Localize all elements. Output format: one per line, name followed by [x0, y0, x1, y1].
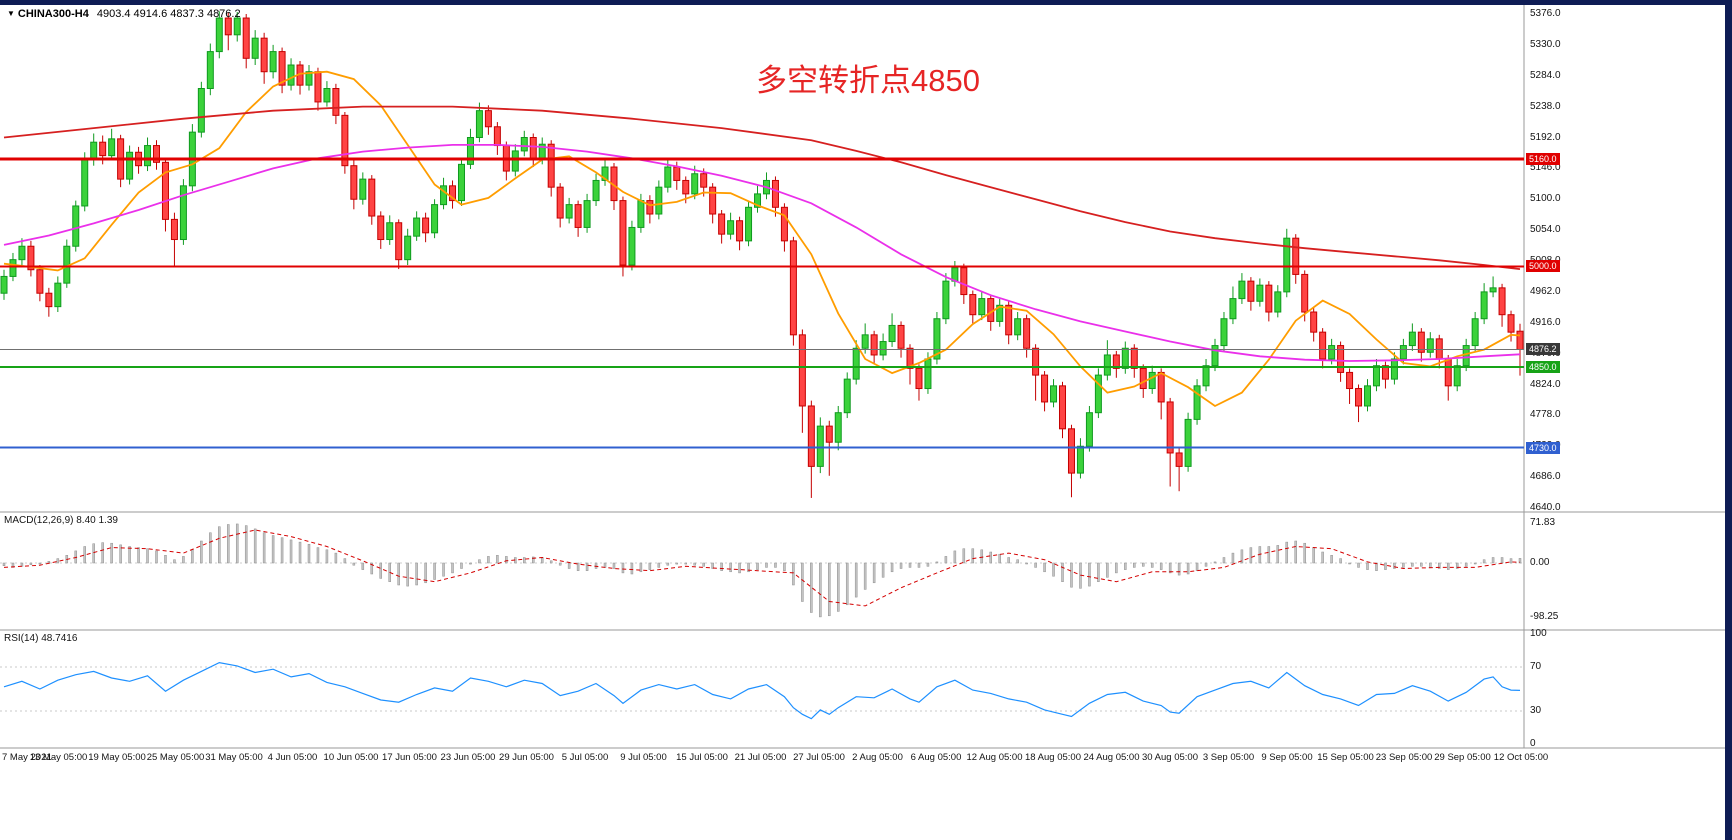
time-axis-label: 30 Aug 05:00 [1142, 752, 1198, 763]
chart-symbol: CHINA300-H4 [17, 8, 89, 20]
rsi-axis-tick: 0 [1530, 738, 1536, 749]
price-axis-tick: 5192.0 [1530, 131, 1561, 143]
time-axis-label: 23 Sep 05:00 [1375, 752, 1433, 763]
time-axis-label: 23 Jun 05:00 [440, 752, 496, 763]
price-line-label[interactable]: 4876.2 [1526, 343, 1560, 356]
rsi-axis-tick: 100 [1530, 628, 1547, 639]
time-axis-label: 5 Jul 05:00 [561, 752, 609, 763]
price-line-label[interactable]: 5000.0 [1526, 260, 1560, 273]
time-axis-label: 13 May 05:00 [29, 752, 88, 763]
time-axis-label: 29 Sep 05:00 [1434, 752, 1491, 763]
price-axis-tick: 4962.0 [1530, 285, 1561, 297]
time-axis-label: 17 Jun 05:00 [382, 752, 437, 763]
time-axis-label: 9 Sep 05:00 [1261, 752, 1313, 763]
time-axis-label: 2 Aug 05:00 [852, 752, 903, 763]
price-line-label[interactable]: 5160.0 [1526, 152, 1560, 165]
price-axis-tick: 4686.0 [1530, 471, 1561, 483]
price-axis-tick: 5146.0 [1530, 162, 1561, 174]
chart-ohlc-values: 4903.4 4914.6 4837.3 4876.2 [96, 8, 241, 20]
time-axis-label: 31 May 05:00 [205, 752, 263, 763]
time-axis-label: 15 Jul 05:00 [676, 752, 728, 763]
macd-axis-tick: 71.83 [1530, 517, 1556, 529]
macd-indicator-label: MACD(12,26,9) 8.40 1.39 [4, 515, 118, 526]
price-axis-tick: 5238.0 [1530, 100, 1561, 112]
time-axis-label: 6 Aug 05:00 [910, 752, 962, 763]
time-axis-label: 4 Jun 05:00 [267, 752, 318, 763]
price-line-label[interactable]: 4730.0 [1526, 441, 1560, 454]
window-border-right [1725, 0, 1732, 840]
time-axis-label: 12 Aug 05:00 [966, 752, 1023, 763]
chart-title: ▼ CHINA300-H4 4903.4 4914.6 4837.3 4876.2 [7, 8, 241, 20]
chart-menu-icon[interactable]: ▼ [7, 9, 15, 18]
time-axis-label: 21 Jul 05:00 [734, 752, 787, 763]
rsi-axis-tick: 30 [1530, 705, 1542, 716]
time-axis-label: 18 Aug 05:00 [1025, 752, 1081, 763]
price-axis-tick: 4824.0 [1530, 378, 1561, 390]
time-axis-label: 25 May 05:00 [146, 752, 205, 763]
price-axis-tick: 5376.0 [1530, 8, 1561, 19]
time-axis-label: 29 Jun 05:00 [499, 752, 554, 763]
price-axis-tick: 5054.0 [1530, 224, 1561, 236]
time-axis-label: 15 Sep 05:00 [1317, 752, 1374, 763]
rsi-indicator-label: RSI(14) 48.7416 [4, 633, 78, 644]
price-axis-tick: 5284.0 [1530, 69, 1561, 81]
time-axis-label: 12 Oct 05:00 [1493, 752, 1549, 763]
price-axis-tick: 4640.0 [1530, 502, 1561, 513]
time-axis-label: 10 Jun 05:00 [323, 752, 379, 763]
time-axis-label: 27 Jul 05:00 [793, 752, 845, 763]
macd-panel[interactable] [0, 512, 1524, 630]
price-axis-tick: 5100.0 [1530, 193, 1561, 205]
window-border-top [0, 0, 1732, 5]
time-axis-label: 19 May 05:00 [88, 752, 146, 763]
price-line-label[interactable]: 4850.0 [1526, 361, 1560, 374]
time-axis-label: 3 Sep 05:00 [1202, 752, 1255, 763]
rsi-axis-tick: 70 [1530, 661, 1542, 672]
macd-axis-tick: 0.00 [1530, 557, 1550, 568]
price-axis-tick: 4916.0 [1530, 316, 1561, 328]
time-axis-label: 24 Aug 05:00 [1083, 752, 1140, 763]
price-axis-tick: 4778.0 [1530, 409, 1561, 421]
macd-axis-tick: -98.25 [1530, 611, 1559, 623]
price-axis-tick: 5330.0 [1530, 38, 1561, 50]
time-axis-label: 9 Jul 05:00 [620, 752, 667, 763]
rsi-panel[interactable] [0, 630, 1524, 748]
annotation-text: 多空转折点4850 [756, 63, 980, 98]
time-axis-label: 7 May 2021 [2, 752, 52, 763]
rsi-axis[interactable] [1524, 630, 1725, 748]
